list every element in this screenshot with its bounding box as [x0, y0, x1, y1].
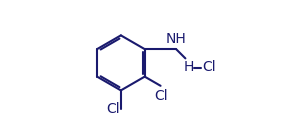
Text: Cl: Cl: [154, 89, 168, 103]
Text: Cl: Cl: [202, 61, 216, 74]
Text: Cl: Cl: [107, 102, 120, 116]
Text: H: H: [183, 61, 194, 74]
Text: NH: NH: [166, 32, 187, 46]
